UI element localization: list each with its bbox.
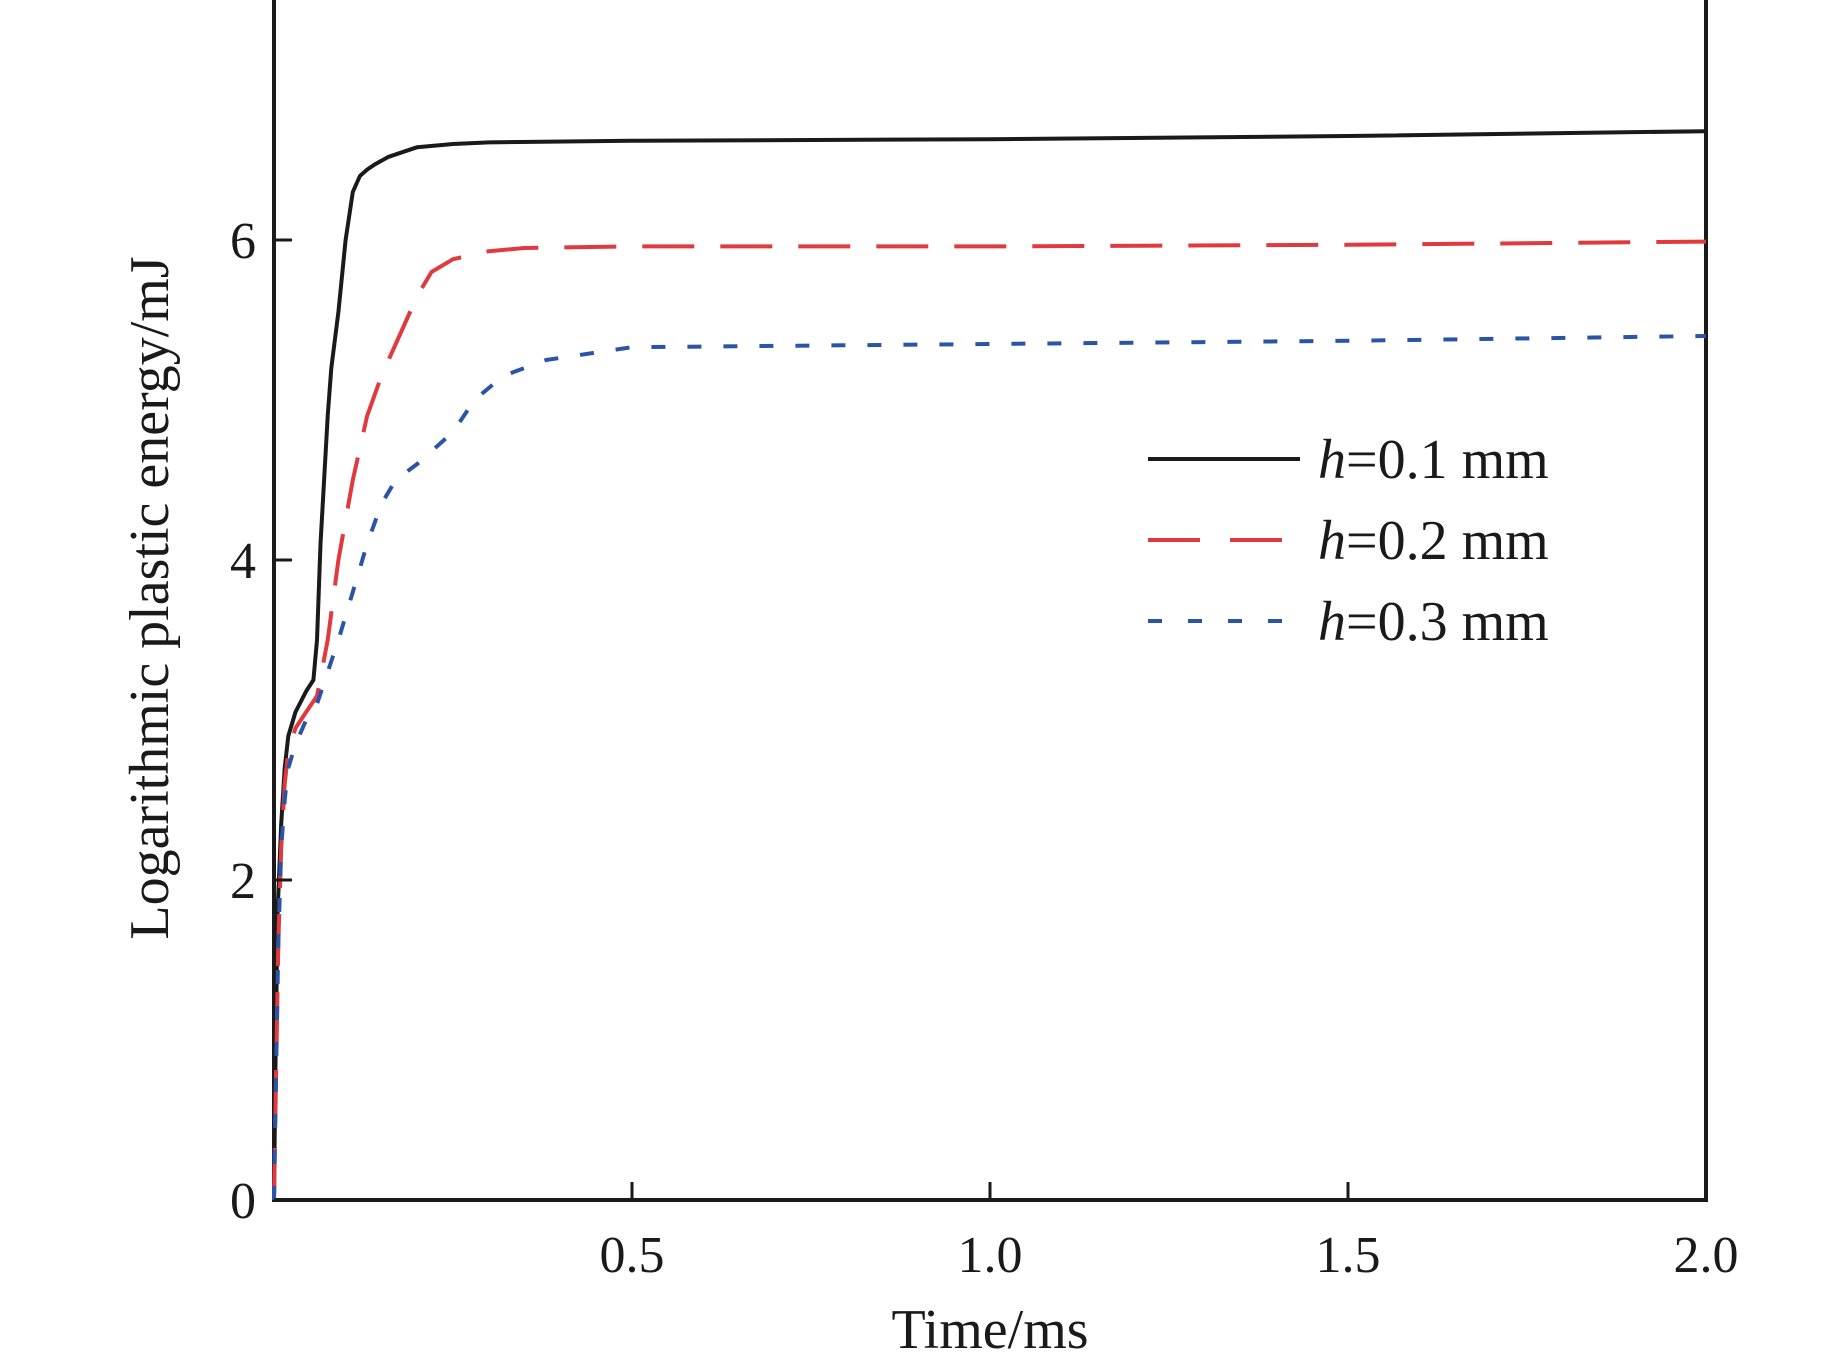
y-tick-label: 6 [230, 213, 256, 270]
x-tick-label: 2.0 [1674, 1227, 1739, 1284]
legend: h=0.1 mm h=0.2 mm h=0.3 mm [1148, 429, 1549, 653]
x-tick-label: 0.5 [600, 1227, 665, 1284]
y-tick-label: 0 [230, 1173, 256, 1230]
x-axis-ticks: 0.5 1.0 1.5 2.0 [600, 1182, 1739, 1284]
x-tick-label: 1.0 [958, 1227, 1023, 1284]
y-tick-label: 4 [230, 533, 256, 590]
y-axis-title: Logarithmic plastic energy/mJ [119, 256, 181, 939]
x-tick-label: 1.5 [1316, 1227, 1381, 1284]
y-tick-label: 2 [230, 853, 256, 910]
y-axis-ticks: 0 2 4 6 [230, 213, 292, 1230]
series-layer [272, 129, 1707, 1201]
x-axis-title: Time/ms [891, 1299, 1088, 1359]
legend-label-h01: h=0.1 mm [1318, 429, 1549, 491]
legend-label-h03: h=0.3 mm [1318, 591, 1549, 653]
series-line-2 [272, 239, 1707, 1201]
series-line-1 [272, 129, 1707, 1201]
legend-label-h02: h=0.2 mm [1318, 510, 1549, 572]
